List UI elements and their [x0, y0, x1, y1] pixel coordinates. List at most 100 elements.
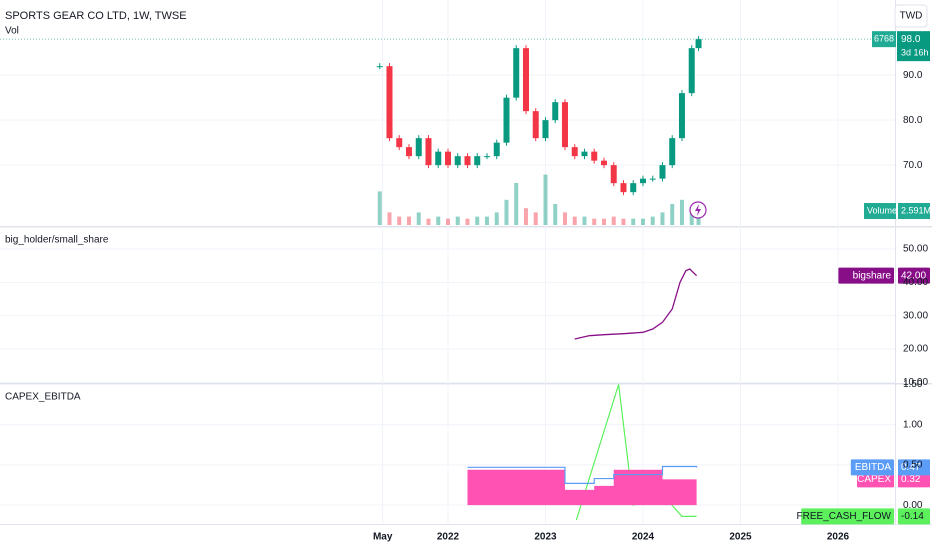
- last-price-box: [897, 31, 930, 62]
- candle: [415, 138, 422, 157]
- volume-bar: [494, 212, 499, 225]
- candle: [474, 156, 481, 166]
- candle: [591, 151, 598, 161]
- candle: [552, 102, 559, 121]
- candle: [396, 138, 403, 148]
- volume-bar: [465, 218, 470, 225]
- candle: [542, 120, 549, 139]
- volume-bar: [562, 212, 567, 225]
- candle: [405, 147, 412, 157]
- volume-bar: [523, 208, 528, 225]
- candle: [522, 48, 529, 112]
- price-label: 50.00: [903, 244, 928, 255]
- volume-bar: [514, 183, 519, 225]
- tag-value: -0.14: [901, 511, 924, 522]
- pane-separator: [0, 226, 932, 228]
- candle: [493, 142, 500, 157]
- series-line: [467, 465, 698, 485]
- price-line-box: [872, 31, 896, 48]
- tag-name-box: [838, 267, 894, 284]
- tag-name: CAPEX: [857, 474, 891, 485]
- time-label: 2026: [827, 532, 850, 543]
- holder-plot: [574, 268, 698, 340]
- volume-bar: [406, 216, 411, 225]
- price-label: 0.50: [903, 460, 923, 471]
- currency-button[interactable]: [894, 4, 928, 28]
- series-line: [574, 268, 698, 340]
- volume-bar: [631, 218, 636, 225]
- candle: [610, 165, 617, 184]
- candle: [444, 151, 451, 166]
- tag-name-box: [850, 459, 894, 476]
- tag-name: bigshare: [853, 270, 892, 281]
- volume-bar: [679, 199, 684, 225]
- candle: [649, 178, 656, 180]
- capex-area: [467, 469, 697, 506]
- candle: [435, 151, 442, 166]
- tag-name-box: [864, 203, 896, 219]
- volume-bar: [689, 208, 694, 225]
- candle: [386, 66, 393, 139]
- tag-value: 0.32: [901, 474, 921, 485]
- capex-plot: [467, 384, 698, 520]
- candle: [669, 138, 676, 166]
- candle: [678, 93, 685, 139]
- price-axis-border: [895, 0, 896, 525]
- volume-bar: [611, 216, 616, 225]
- time-label: 2024: [632, 532, 655, 543]
- volume-bar: [543, 174, 548, 225]
- volume-bar: [397, 216, 402, 225]
- tag-value-box: [898, 471, 930, 488]
- volume-bar: [582, 216, 587, 225]
- tag-name-box: [857, 471, 894, 488]
- symbol-title: SPORTS GEAR CO LTD, 1W, TWSE: [5, 10, 187, 22]
- candle: [454, 156, 461, 166]
- pane-legend: Vol: [5, 26, 19, 37]
- tag-value-box: [898, 267, 930, 284]
- volume-bar: [650, 216, 655, 225]
- volume-bar: [455, 216, 460, 225]
- lightning: [695, 204, 701, 216]
- candle: [688, 48, 695, 94]
- volume-bar: [426, 218, 431, 225]
- time-label: 2022: [437, 532, 460, 543]
- candle: [503, 97, 510, 143]
- volume-bar: [553, 204, 558, 225]
- last-price: 98.0: [901, 34, 921, 45]
- time-axis-border: [0, 524, 932, 525]
- volume-bar: [696, 214, 701, 225]
- volume-bar: [533, 212, 538, 225]
- volume-bar: [670, 204, 675, 225]
- price-label: 10.00: [903, 377, 928, 388]
- tag-value: 42.00: [901, 270, 926, 281]
- volume-bar: [436, 216, 441, 225]
- price-label: 80.0: [903, 115, 923, 126]
- volume-bar: [660, 212, 665, 225]
- candle: [376, 66, 383, 68]
- candle: [630, 183, 637, 193]
- volume-bar: [387, 212, 392, 225]
- volume-bar: [572, 216, 577, 225]
- countdown: 3d 16h: [901, 48, 929, 58]
- volume-bar: [475, 216, 480, 225]
- price-label: 0.00: [903, 500, 923, 511]
- candle: [532, 111, 539, 139]
- currency[interactable]: TWD: [900, 11, 923, 22]
- tag-name: Volume: [867, 205, 897, 215]
- price-label: 40.00: [903, 277, 928, 288]
- candle: [581, 151, 588, 157]
- candle: [513, 48, 520, 98]
- volume-bar: [640, 218, 645, 225]
- time-label: 2025: [729, 532, 752, 543]
- volume-bar: [621, 218, 626, 225]
- volume-bar: [601, 218, 606, 225]
- price-label: 30.00: [903, 310, 928, 321]
- candle: [464, 156, 471, 166]
- volume-bar: [484, 216, 489, 225]
- price-label: 20.00: [903, 344, 928, 355]
- volume-bar: [592, 218, 597, 225]
- candle: [571, 147, 578, 157]
- candle: [561, 102, 568, 148]
- candle: [483, 156, 490, 158]
